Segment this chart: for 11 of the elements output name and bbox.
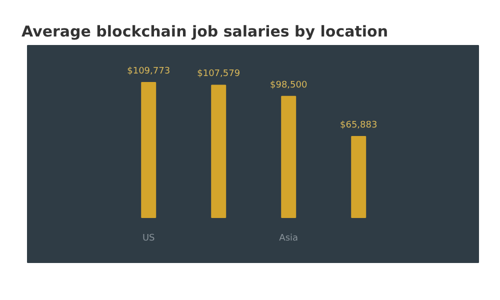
bar [281,96,296,218]
bar [211,84,226,218]
data-label: $65,883 [340,120,378,130]
bar [141,82,156,218]
data-label: $109,773 [127,66,170,76]
x-tick-label: Asia [279,234,298,244]
chart-title: Average blockchain job salaries by location [22,22,388,40]
data-label: $107,579 [197,69,240,80]
bar [351,136,366,218]
data-label: $98,500 [270,80,308,90]
x-tick-label: US [142,234,156,244]
